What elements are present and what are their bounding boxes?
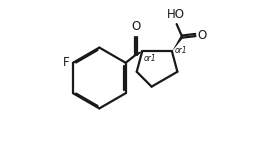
Text: F: F [63,56,70,69]
Polygon shape [172,36,183,51]
Text: O: O [131,20,141,33]
Text: or1: or1 [143,54,156,63]
Text: O: O [197,29,206,41]
Text: or1: or1 [175,46,188,55]
Text: HO: HO [167,8,185,21]
